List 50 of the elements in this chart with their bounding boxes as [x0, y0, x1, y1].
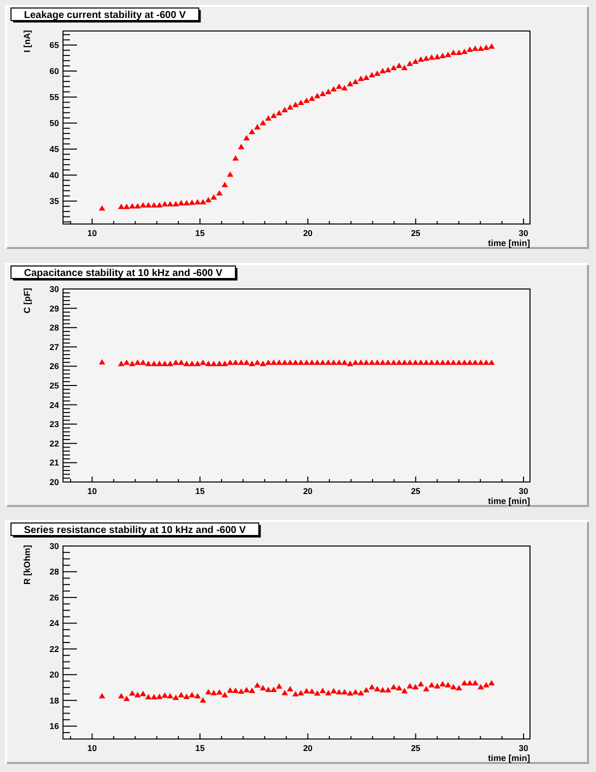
chart-title: Capacitance stability at 10 kHz and -600 V — [24, 268, 223, 279]
x-tick-label: 25 — [410, 228, 421, 238]
y-tick-label: 21 — [50, 458, 60, 468]
chart-title: Series resistance stability at 10 kHz and -600 V — [24, 524, 246, 536]
x-tick-label: 10 — [87, 228, 98, 238]
x-tick-label: 30 — [518, 486, 529, 496]
x-tick-label: 20 — [303, 486, 313, 496]
y-tick-label: 24 — [50, 618, 60, 628]
y-tick-label: 29 — [50, 303, 60, 314]
y-tick-label: 28 — [50, 566, 60, 577]
y-tick-label: 40 — [50, 170, 60, 180]
x-axis-title: time [min] — [488, 238, 530, 248]
x-tick-label: 15 — [195, 486, 205, 496]
chart-title: Leakage current stability at -600 V — [24, 10, 186, 21]
x-tick-label: 25 — [410, 743, 421, 753]
y-tick-label: 16 — [50, 721, 60, 732]
x-tick-label: 30 — [518, 743, 529, 753]
y-axis-title: R [kOhm] — [22, 544, 32, 585]
x-tick-label: 10 — [87, 743, 98, 753]
y-tick-label: 45 — [50, 144, 60, 154]
y-tick-label: 22 — [50, 644, 60, 654]
y-tick-label: 60 — [50, 66, 60, 76]
y-axis-title: C [pF] — [22, 288, 32, 314]
x-tick-label: 30 — [518, 228, 529, 238]
y-tick-label: 22 — [50, 438, 60, 448]
x-tick-label: 15 — [195, 228, 205, 238]
x-tick-label: 20 — [303, 228, 313, 238]
y-tick-label: 55 — [50, 92, 60, 102]
y-tick-label: 30 — [50, 284, 60, 294]
y-tick-label: 25 — [50, 380, 60, 390]
y-axis-title: I [nA] — [22, 30, 32, 52]
x-tick-label: 15 — [195, 743, 205, 753]
x-tick-label: 20 — [303, 743, 313, 753]
x-axis-title: time [min] — [488, 753, 530, 763]
y-tick-label: 20 — [50, 670, 60, 680]
y-tick-label: 26 — [50, 361, 60, 372]
y-tick-label: 35 — [50, 196, 60, 206]
x-tick-label: 10 — [87, 486, 98, 496]
y-tick-label: 18 — [50, 695, 60, 706]
y-tick-label: 30 — [50, 540, 60, 551]
y-tick-label: 23 — [50, 419, 60, 430]
y-tick-label: 26 — [50, 592, 60, 602]
y-tick-label: 50 — [50, 118, 60, 128]
y-tick-label: 24 — [50, 400, 60, 410]
x-tick-label: 25 — [410, 486, 421, 496]
x-axis-title: time [min] — [488, 496, 530, 506]
y-tick-label: 65 — [50, 40, 60, 50]
y-tick-label: 20 — [50, 476, 60, 487]
y-tick-label: 27 — [50, 342, 60, 352]
y-tick-label: 28 — [50, 322, 60, 333]
